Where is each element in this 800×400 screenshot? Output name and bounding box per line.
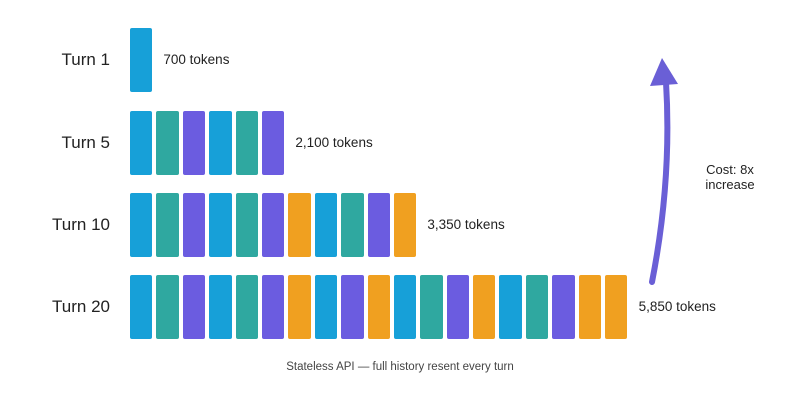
turn-label: Turn 5 (61, 133, 110, 152)
token-block (578, 275, 602, 339)
token-block (393, 193, 417, 257)
token-block (235, 193, 258, 257)
token-block (261, 111, 285, 175)
token-count-label: 5,850 tokens (638, 299, 716, 314)
token-block (209, 111, 232, 175)
token-block (156, 275, 179, 339)
token-block (341, 275, 364, 339)
token-block (393, 275, 417, 339)
token-block (446, 275, 470, 339)
token-block (182, 111, 206, 175)
token-block (605, 275, 628, 339)
token-block (182, 193, 206, 257)
token-block (288, 193, 311, 257)
token-block (341, 193, 364, 257)
token-block (261, 193, 285, 257)
token-block (525, 275, 549, 339)
upward-cost-arrow-icon (649, 58, 678, 285)
diagram-caption: Stateless API — full history resent ever… (286, 361, 514, 373)
token-block-row (130, 28, 153, 92)
token-block (182, 275, 206, 339)
token-block (499, 275, 522, 339)
token-count-label: 3,350 tokens (427, 217, 505, 232)
turn-label: Turn 20 (52, 297, 110, 316)
token-block (209, 275, 232, 339)
token-block-row (130, 275, 628, 339)
token-block (473, 275, 496, 339)
token-block (367, 193, 390, 257)
token-block-row (130, 193, 417, 257)
turn-label: Turn 10 (52, 215, 110, 234)
cost-increase-label: Cost: 8x increase (705, 162, 755, 192)
token-block (209, 193, 232, 257)
token-block (314, 193, 338, 257)
token-block (261, 275, 285, 339)
token-block (156, 111, 179, 175)
token-block-row (130, 111, 285, 175)
token-count-label: 2,100 tokens (295, 135, 373, 150)
token-block (288, 275, 311, 339)
token-block (130, 28, 153, 92)
token-block (420, 275, 443, 339)
token-block (130, 275, 153, 339)
turn-label: Turn 1 (61, 50, 110, 69)
token-block (130, 193, 153, 257)
token-block (314, 275, 338, 339)
token-block (552, 275, 575, 339)
token-block (156, 193, 179, 257)
token-block (130, 111, 153, 175)
token-block (367, 275, 390, 339)
token-block (235, 111, 258, 175)
token-block (235, 275, 258, 339)
token-count-label: 700 tokens (163, 52, 230, 67)
